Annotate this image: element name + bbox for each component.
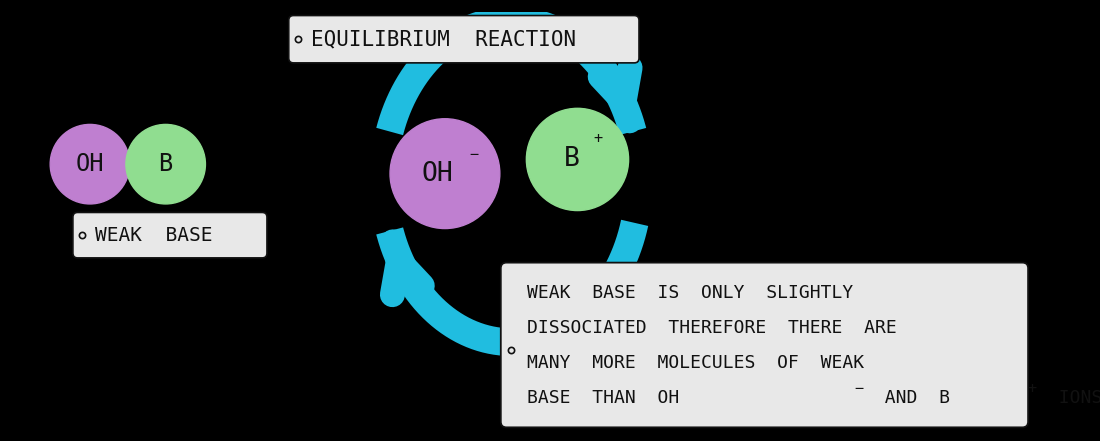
Text: BASE  THAN  OH: BASE THAN OH [527,389,680,407]
Text: +: + [1027,381,1036,396]
Circle shape [51,124,130,204]
FancyBboxPatch shape [500,263,1028,427]
Text: −: − [470,147,478,162]
Text: AND  B: AND B [864,389,950,407]
Text: OH: OH [421,161,453,187]
Text: WEAK  BASE: WEAK BASE [95,226,212,245]
Circle shape [527,108,628,210]
Circle shape [390,119,499,228]
Text: MANY  MORE  MOLECULES  OF  WEAK: MANY MORE MOLECULES OF WEAK [527,354,865,372]
Circle shape [125,124,206,204]
Text: +: + [594,131,603,146]
FancyBboxPatch shape [73,213,267,258]
FancyBboxPatch shape [288,15,639,63]
Text: B: B [158,152,173,176]
Text: DISSOCIATED  THEREFORE  THERE  ARE: DISSOCIATED THEREFORE THERE ARE [527,319,898,337]
Text: B: B [564,146,580,172]
Text: IONS: IONS [1036,389,1100,407]
Text: EQUILIBRIUM  REACTION: EQUILIBRIUM REACTION [310,29,575,49]
Text: OH: OH [76,152,104,176]
Text: WEAK  BASE  IS  ONLY  SLIGHTLY: WEAK BASE IS ONLY SLIGHTLY [527,284,854,302]
Text: −: − [854,381,864,396]
